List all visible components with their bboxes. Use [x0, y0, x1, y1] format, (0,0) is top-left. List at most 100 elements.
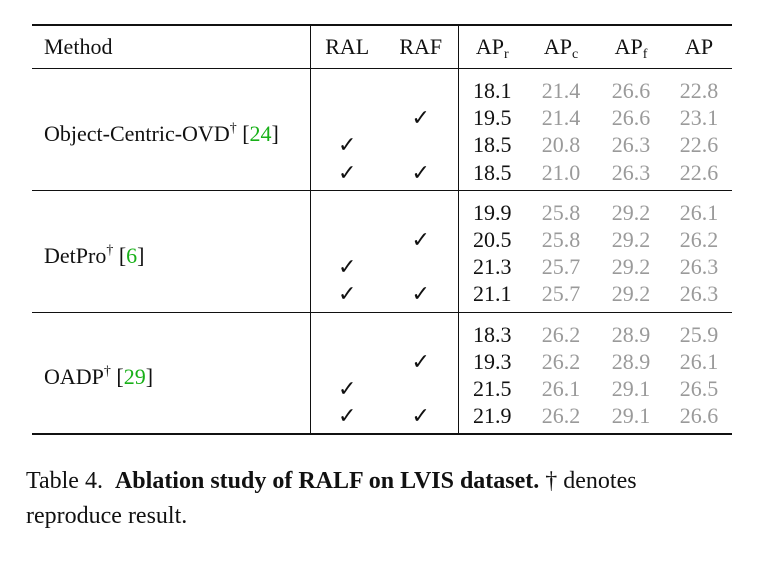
- ap-value: 26.1: [679, 348, 719, 374]
- method-name: Object-Centric-OVD: [44, 120, 230, 146]
- ap-c-value: 25.7: [541, 281, 581, 307]
- table-row: ✓ 19.5 21.4 26.6 23.1: [32, 104, 732, 132]
- ap-value: 26.3: [679, 281, 719, 307]
- ap-c-value: 21.0: [541, 159, 581, 185]
- ap-c-value: 25.8: [541, 227, 581, 253]
- ap-c-value: 26.2: [541, 348, 581, 374]
- raf-check: ✓: [384, 347, 459, 375]
- ap-f-value: 29.2: [611, 199, 651, 225]
- ap-r-value: 18.1: [473, 78, 512, 104]
- ap-c-value: 26.1: [541, 375, 581, 401]
- ap-r-value: 19.9: [473, 199, 512, 225]
- method-name-cell: DetPro† [6]: [32, 190, 311, 312]
- ral-check: [310, 190, 384, 226]
- raf-check: [384, 190, 459, 226]
- ral-check: ✓: [338, 159, 357, 185]
- table-row: ✓ ✓ 21.1 25.7 29.2 26.3: [32, 280, 732, 312]
- ap-c-value: 25.8: [541, 199, 581, 225]
- dagger-mark: †: [106, 242, 114, 258]
- ap-f-value: 26.3: [611, 132, 651, 158]
- ap-f-value: 29.2: [611, 227, 651, 253]
- table-row: ✓ ✓ 21.9 26.2 29.1 26.6: [32, 402, 732, 435]
- raf-check: ✓: [384, 104, 459, 132]
- ap-f-value: 28.9: [611, 321, 651, 347]
- ral-check: ✓: [338, 375, 357, 401]
- header-method: Method: [32, 24, 311, 69]
- citation-link[interactable]: 6: [126, 242, 138, 268]
- header-row: Method RAL RAF APr APc APf AP: [32, 24, 732, 69]
- table-caption: Table 4. Ablation study of RALF on LVIS …: [26, 464, 738, 534]
- table-row: ✓ 19.3 26.2 28.9 26.1: [32, 347, 732, 375]
- ap-f-value: 26.6: [611, 78, 651, 104]
- caption-title: Ablation study of RALF on LVIS dataset.: [114, 468, 540, 494]
- header-ral: RAL: [310, 24, 384, 69]
- ap-value: 22.6: [679, 159, 719, 185]
- header-ap-c-sub: c: [571, 47, 579, 62]
- ap-value: 22.6: [679, 132, 719, 158]
- ap-r-value: 21.1: [473, 281, 512, 307]
- ap-value: 26.3: [679, 254, 719, 280]
- ap-r-value: 18.5: [473, 132, 512, 158]
- ap-value: 26.1: [679, 199, 719, 225]
- raf-check: ✓: [384, 225, 459, 254]
- header-ap: AP: [666, 24, 732, 69]
- ap-r-value: 18.3: [473, 321, 512, 347]
- raf-check: [384, 131, 459, 159]
- caption-label: Table 4.: [26, 468, 103, 494]
- header-raf: RAF: [384, 24, 459, 69]
- ap-r-value: 21.3: [473, 254, 512, 280]
- ap-r-value: 18.5: [473, 159, 512, 185]
- method-name-cell: Object-Centric-OVD† [24]: [32, 68, 311, 191]
- citation-link[interactable]: 29: [123, 364, 146, 390]
- header-ap-f: APf: [596, 24, 666, 69]
- raf-check: [384, 68, 459, 105]
- dagger-mark: †: [103, 364, 111, 380]
- ap-f-value: 28.9: [611, 348, 651, 374]
- results-table-container: Method RAL RAF APr APc APf AP Object-Cen…: [32, 24, 732, 435]
- table-header: Method RAL RAF APr APc APf AP: [32, 24, 732, 69]
- ap-value: 26.6: [679, 403, 719, 429]
- raf-check: [384, 374, 459, 403]
- method-group: Object-Centric-OVD† [24] 18.1 21.4 26.6 …: [32, 68, 732, 191]
- ral-check: [310, 348, 384, 375]
- citation-link[interactable]: 24: [249, 120, 272, 146]
- ap-value: 26.5: [679, 375, 719, 401]
- ap-c-value: 20.8: [541, 132, 581, 158]
- raf-check: [384, 312, 459, 348]
- ap-c-value: 26.2: [541, 321, 581, 347]
- ap-f-value: 26.3: [611, 159, 651, 185]
- ap-value: 25.9: [679, 321, 719, 347]
- header-ap-c: APc: [526, 24, 596, 69]
- method-name: OADP: [44, 364, 104, 390]
- ap-r-value: 20.5: [473, 227, 512, 253]
- caption-body: † denotes reproduce result.: [26, 468, 637, 529]
- ap-f-value: 29.2: [611, 281, 651, 307]
- header-ap-f-sub: f: [642, 47, 648, 62]
- header-ap-f-base: AP: [614, 34, 643, 59]
- table-row: ✓ 21.5 26.1 29.1 26.5: [32, 374, 732, 403]
- ral-check: [310, 69, 384, 105]
- ap-r-value: 21.9: [473, 403, 512, 429]
- ral-check: [310, 312, 384, 348]
- ap-c-value: 25.7: [541, 254, 581, 280]
- table-row: DetPro† [6] 19.9 25.8 29.2 26.1: [32, 190, 732, 312]
- ap-c-value: 21.4: [541, 78, 581, 104]
- ral-check: ✓: [338, 403, 357, 429]
- raf-check: ✓: [384, 402, 459, 435]
- ap-value: 23.1: [679, 105, 719, 131]
- header-ap-c-base: AP: [543, 34, 572, 59]
- table-row: Object-Centric-OVD† [24] 18.1 21.4 26.6 …: [32, 68, 732, 191]
- method-name-cell: OADP† [29]: [32, 312, 311, 435]
- ap-c-value: 26.2: [541, 403, 581, 429]
- table-row: ✓ 20.5 25.8 29.2 26.2: [32, 225, 732, 254]
- method-group: OADP† [29] 18.3 26.2 28.9 25.9 ✓ 19.3 26…: [32, 312, 732, 435]
- ap-value: 26.2: [679, 227, 719, 253]
- raf-check: [384, 253, 459, 281]
- table-row: ✓ 21.3 25.7 29.2 26.3: [32, 253, 732, 281]
- table-row: OADP† [29] 18.3 26.2 28.9 25.9: [32, 312, 732, 435]
- table-row: ✓ 18.5 20.8 26.3 22.6: [32, 131, 732, 159]
- ablation-table: Method RAL RAF APr APc APf AP Object-Cen…: [32, 24, 732, 435]
- method-name: DetPro: [44, 242, 107, 268]
- raf-check: ✓: [384, 158, 459, 191]
- ap-r-value: 19.5: [473, 105, 512, 131]
